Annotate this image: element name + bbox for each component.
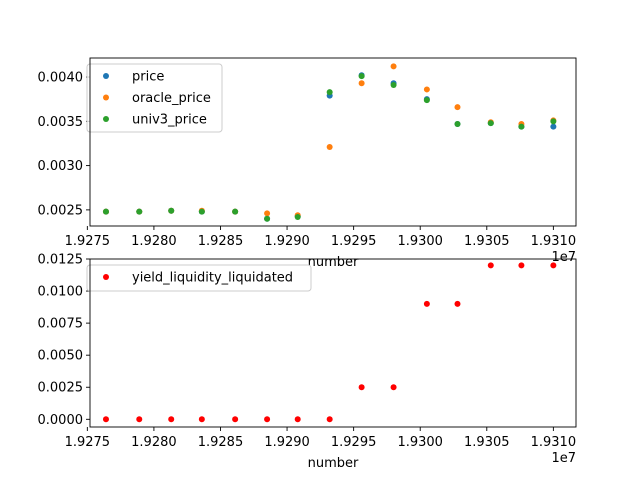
x-tick-label: 1.9310 [531,435,577,450]
y-tick-label: 0.0075 [38,317,84,332]
x-tick-label: 1.9305 [464,234,510,249]
data-point-univ3_price [423,97,430,104]
x-tick-label: 1.9290 [264,234,310,249]
data-point-univ3_price [136,208,143,215]
data-point-oracle_price [423,86,430,93]
x-tick-label: 1.9300 [397,435,443,450]
y-tick-label: 0.0000 [38,413,84,428]
data-point-yield_liquidity_liquidated [264,416,271,423]
data-point-yield_liquidity_liquidated [326,416,333,423]
x-offset-label: 1e7 [551,250,576,265]
plot-area-frame [89,57,577,227]
x-offset-label: 1e7 [551,451,576,466]
plot-area-frame [89,258,577,428]
y-tick-label: 0.0035 [38,115,84,130]
data-point-oracle_price [358,80,365,87]
y-tick-label: 0.0050 [38,349,84,364]
x-tick-label: 1.9295 [331,435,377,450]
data-point-yield_liquidity_liquidated [454,300,461,307]
legend-label: univ3_price [132,113,207,128]
data-point-univ3_price [390,82,397,89]
legend-label: oracle_price [132,91,211,106]
x-tick-label: 1.9295 [331,234,377,249]
data-point-yield_liquidity_liquidated [487,262,494,269]
data-point-yield_liquidity_liquidated [423,300,430,307]
x-tick-label: 1.9280 [131,234,177,249]
data-point-yield_liquidity_liquidated [168,416,175,423]
data-point-univ3_price [487,120,494,127]
data-point-oracle_price [264,210,271,217]
data-point-yield_liquidity_liquidated [232,416,239,423]
legend-marker [103,94,109,101]
legend-label: yield_liquidity_liquidated [132,271,293,286]
data-point-univ3_price [294,213,301,220]
legend-marker [103,116,109,122]
y-tick-label: 0.0040 [38,71,84,86]
data-point-yield_liquidity_liquidated [518,262,525,269]
x-tick-label: 1.9280 [131,435,177,450]
data-point-yield_liquidity_liquidated [198,416,205,423]
data-point-univ3_price [168,207,175,214]
x-tick-label: 1.9275 [65,234,111,249]
legend-box [86,63,223,133]
legend-marker [103,73,109,79]
data-point-yield_liquidity_liquidated [358,384,365,391]
data-point-univ3_price [358,73,365,80]
legend-label: price [132,70,164,85]
data-point-yield_liquidity_liquidated [550,262,557,269]
data-point-price [550,123,557,130]
legend-box [86,264,312,292]
x-tick-label: 1.9290 [264,435,310,450]
data-point-yield_liquidity_liquidated [390,384,397,391]
data-point-yield_liquidity_liquidated [136,416,143,423]
data-point-univ3_price [264,215,271,222]
y-tick-label: 0.0025 [38,203,84,218]
data-point-yield_liquidity_liquidated [102,416,109,423]
data-point-univ3_price [198,208,205,215]
x-tick-label: 1.9275 [65,435,111,450]
x-tick-label: 1.9285 [198,435,244,450]
data-point-univ3_price [102,208,109,215]
x-tick-label: 1.9310 [531,234,577,249]
data-point-oracle_price [454,104,461,111]
data-point-yield_liquidity_liquidated [294,416,301,423]
x-tick-label: 1.9300 [397,234,443,249]
x-axis-label: number [308,255,359,270]
data-point-univ3_price [326,89,333,96]
x-tick-label: 1.9285 [198,234,244,249]
data-point-univ3_price [550,118,557,125]
y-tick-label: 0.0125 [38,253,84,268]
y-tick-label: 0.0025 [38,381,84,396]
data-point-univ3_price [454,120,461,127]
x-axis-label: number [308,456,359,471]
data-point-univ3_price [518,123,525,130]
y-tick-label: 0.0100 [38,285,84,300]
legend-marker [103,274,109,280]
y-tick-label: 0.0030 [38,159,84,174]
x-tick-label: 1.9305 [464,435,510,450]
data-point-oracle_price [326,144,333,151]
data-point-oracle_price [390,63,397,70]
data-point-univ3_price [232,208,239,215]
